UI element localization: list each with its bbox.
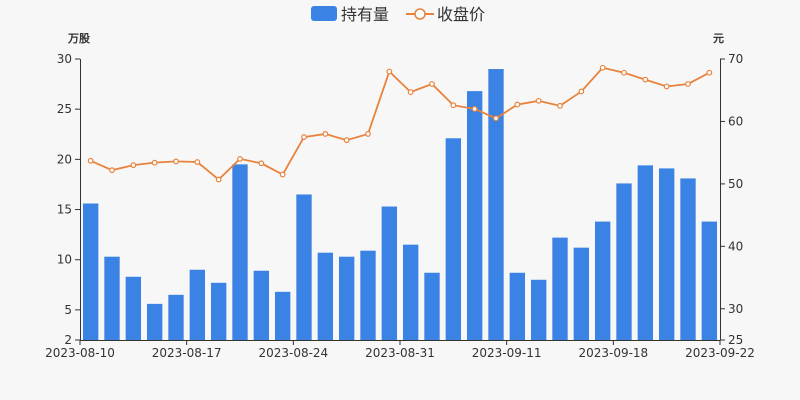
close-price-point <box>322 131 329 137</box>
close-price-point <box>450 102 457 109</box>
close-price-point <box>599 64 606 71</box>
holdings-bar <box>488 69 504 341</box>
x-tick-label: 2023-09-11 <box>472 346 542 360</box>
close-price-point <box>194 159 201 165</box>
close-price-point <box>514 101 521 108</box>
close-price-point <box>621 69 627 76</box>
close-price-point <box>493 115 499 122</box>
right-tick-label: 60 <box>728 114 743 128</box>
close-price-point <box>109 167 115 174</box>
close-price-point <box>215 176 222 183</box>
x-tick-label: 2023-08-31 <box>365 346 435 360</box>
left-tick-label: 30 <box>57 52 72 66</box>
legend: 持有量 收盘价 <box>311 5 485 24</box>
right-tick-label: 70 <box>728 52 743 66</box>
right-tick-label: 40 <box>728 239 743 253</box>
close-price-point <box>471 106 478 112</box>
holdings-bars <box>82 69 718 341</box>
right-tick-label: 25 <box>728 333 743 347</box>
close-price-point <box>87 157 94 164</box>
holdings-bar <box>82 203 99 340</box>
close-price-point <box>365 131 371 137</box>
holdings-bar <box>274 291 291 340</box>
legend-item-holdings[interactable]: 持有量 <box>311 5 389 24</box>
close-price-point <box>151 159 158 166</box>
holdings-bar <box>552 237 568 340</box>
close-price-point <box>386 68 393 75</box>
holdings-bar <box>104 256 120 340</box>
right-axis-ticks: 25 30 40 50 60 70 <box>720 52 743 347</box>
x-axis-ticks: 2023-08-10 2023-08-17 2023-08-24 2023-08-31… <box>45 340 755 360</box>
close-price-point <box>557 102 563 109</box>
close-price-point <box>237 156 243 162</box>
holdings-bar <box>146 303 163 340</box>
close-price-point <box>663 83 670 90</box>
holdings-bar <box>509 272 526 340</box>
left-tick-label: 10 <box>57 253 72 267</box>
holdings-bar <box>189 269 206 340</box>
x-tick-label: 2023-08-24 <box>258 346 328 360</box>
legend-holdings-label: 持有量 <box>341 5 389 24</box>
close-price-point <box>301 134 307 140</box>
legend-close-marker <box>414 8 426 20</box>
close-price-point <box>343 137 350 144</box>
close-price-point <box>685 81 691 87</box>
holdings-bar <box>616 183 632 340</box>
right-tick-label: 50 <box>728 177 743 191</box>
holdings-bar <box>168 294 184 340</box>
holdings-bar <box>573 247 590 340</box>
close-price-line <box>90 66 710 181</box>
holdings-bar <box>445 138 462 340</box>
holdings-bar <box>402 244 419 340</box>
holdings-bar <box>680 178 696 340</box>
left-tick-label: 5 <box>64 303 72 317</box>
left-tick-label: 2 <box>64 333 72 347</box>
right-axis-unit: 元 <box>713 32 724 45</box>
holdings-bar <box>317 252 334 340</box>
close-price-point <box>279 171 286 178</box>
close-price-point <box>578 88 585 95</box>
holdings-bar <box>125 276 142 340</box>
holdings-bar <box>381 206 398 340</box>
holdings-bar <box>232 164 248 340</box>
holdings-bar <box>424 272 440 340</box>
holdings-bar <box>530 279 547 340</box>
close-price-point <box>429 81 435 87</box>
holdings-bar <box>360 250 376 340</box>
holdings-bar <box>253 270 270 340</box>
x-tick-label: 2023-08-17 <box>152 346 222 360</box>
left-tick-label: 25 <box>57 102 72 116</box>
holdings-bar <box>338 256 355 340</box>
holdings-bar <box>637 165 654 340</box>
close-price-point <box>535 97 542 104</box>
holdings-bar <box>701 221 718 340</box>
holdings-bar <box>210 282 227 340</box>
holdings-bar <box>296 194 312 340</box>
right-tick-label: 30 <box>728 302 743 316</box>
legend-item-close-price[interactable]: 收盘价 <box>406 5 485 24</box>
legend-holdings-swatch <box>311 6 337 21</box>
legend-close-label: 收盘价 <box>437 5 485 24</box>
close-price-point <box>173 158 179 165</box>
left-tick-label: 15 <box>57 203 72 217</box>
close-price-point <box>130 162 137 169</box>
holdings-bar <box>658 168 675 340</box>
left-tick-label: 20 <box>57 152 72 166</box>
holdings-bar <box>594 221 611 340</box>
left-axis-unit: 万股 <box>67 32 91 45</box>
close-price-point <box>258 160 265 167</box>
close-price-point <box>706 69 713 76</box>
close-price-point <box>407 89 414 95</box>
x-tick-label: 2023-09-22 <box>685 346 755 360</box>
close-price-series <box>87 64 713 183</box>
close-price-point <box>642 76 649 83</box>
x-tick-label: 2023-08-10 <box>45 346 115 360</box>
x-tick-label: 2023-09-18 <box>578 346 648 360</box>
holdings-bar <box>466 91 483 340</box>
